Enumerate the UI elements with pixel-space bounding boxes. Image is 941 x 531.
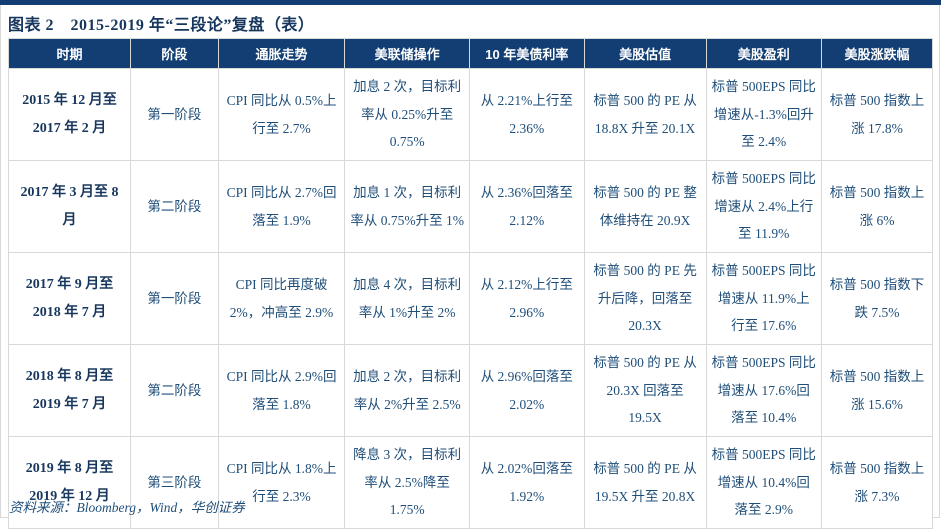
cell-performance: 标普 500 指数上涨 17.8% xyxy=(821,67,933,162)
cell-performance: 标普 500 指数下跌 7.5% xyxy=(821,252,933,346)
cell-valuation: 标普 500 的 PE 从 20.3X 回落至 19.5X xyxy=(583,344,707,438)
cell-earnings: 标普 500EPS 同比增速从 2.4%上行至 11.9% xyxy=(705,160,823,254)
cell-treasury: 从 2.02%回落至 1.92% xyxy=(469,436,585,530)
three-stage-review-table: 时期 阶段 通胀走势 美联储操作 10 年美债利率 美股估值 美股盈利 美股涨跌… xyxy=(8,38,933,530)
cell-earnings: 标普 500EPS 同比增速从 10.4%回落至 2.9% xyxy=(705,436,823,530)
cell-period: 2019 年 8 月至 2019 年 12 月 xyxy=(8,436,131,530)
cell-inflation: CPI 同比从 2.7%回落至 1.9% xyxy=(217,160,346,254)
cell-treasury: 从 2.96%回落至 2.02% xyxy=(469,344,585,438)
cell-inflation: CPI 同比从 1.8%上行至 2.3% xyxy=(217,436,346,530)
cell-inflation: CPI 同比再度破 2%，冲高至 2.9% xyxy=(217,252,346,346)
cell-stage: 第二阶段 xyxy=(129,160,219,254)
cell-fed: 降息 3 次，目标利率从 2.5%降至 1.75% xyxy=(344,436,471,530)
col-header-valuation: 美股估值 xyxy=(583,38,707,69)
cell-treasury: 从 2.36%回落至 2.12% xyxy=(469,160,585,254)
cell-earnings: 标普 500EPS 同比增速从 17.6%回落至 10.4% xyxy=(705,344,823,438)
figure-title: 图表 2 2015-2019 年“三段论”复盘（表） xyxy=(8,17,315,34)
cell-period: 2017 年 3 月至 8 月 xyxy=(8,160,131,254)
cell-valuation: 标普 500 的 PE 先升后降，回落至 20.3X xyxy=(583,252,707,346)
data-source-note: 资料来源：Bloomberg，Wind，华创证券 xyxy=(9,500,245,515)
cell-stage: 第一阶段 xyxy=(129,252,219,346)
cell-fed: 加息 2 次，目标利率从 2%升至 2.5% xyxy=(344,344,471,438)
cell-treasury: 从 2.12%上行至 2.96% xyxy=(469,252,585,346)
cell-period: 2015 年 12 月至 2017 年 2 月 xyxy=(8,67,131,162)
cell-treasury: 从 2.21%上行至 2.36% xyxy=(469,67,585,162)
table-row: 2017 年 9 月至 2018 年 7 月 第一阶段 CPI 同比再度破 2%… xyxy=(8,252,933,346)
col-header-performance: 美股涨跌幅 xyxy=(821,38,933,69)
col-header-period: 时期 xyxy=(8,38,131,69)
cell-valuation: 标普 500 的 PE 从 19.5X 升至 20.8X xyxy=(583,436,707,530)
cell-stage: 第二阶段 xyxy=(129,344,219,438)
col-header-fed: 美联储操作 xyxy=(344,38,471,69)
cell-performance: 标普 500 指数上涨 7.3% xyxy=(821,436,933,530)
table-row: 2017 年 3 月至 8 月 第二阶段 CPI 同比从 2.7%回落至 1.9… xyxy=(8,160,933,254)
header-row: 时期 阶段 通胀走势 美联储操作 10 年美债利率 美股估值 美股盈利 美股涨跌… xyxy=(8,38,933,69)
table-header: 时期 阶段 通胀走势 美联储操作 10 年美债利率 美股估值 美股盈利 美股涨跌… xyxy=(8,38,933,69)
cell-fed: 加息 2 次，目标利率从 0.25%升至 0.75% xyxy=(344,67,471,162)
cell-stage: 第三阶段 xyxy=(129,436,219,530)
cell-inflation: CPI 同比从 2.9%回落至 1.8% xyxy=(217,344,346,438)
col-header-treasury: 10 年美债利率 xyxy=(469,38,585,69)
table-row: 2018 年 8 月至 2019 年 7 月 第二阶段 CPI 同比从 2.9%… xyxy=(8,344,933,438)
col-header-earnings: 美股盈利 xyxy=(705,38,823,69)
cell-stage: 第一阶段 xyxy=(129,67,219,162)
cell-earnings: 标普 500EPS 同比增速从 11.9%上行至 17.6% xyxy=(705,252,823,346)
cell-performance: 标普 500 指数上涨 15.6% xyxy=(821,344,933,438)
table-row: 2015 年 12 月至 2017 年 2 月 第一阶段 CPI 同比从 0.5… xyxy=(8,67,933,162)
cell-fed: 加息 1 次，目标利率从 0.75%升至 1% xyxy=(344,160,471,254)
cell-period: 2018 年 8 月至 2019 年 7 月 xyxy=(8,344,131,438)
cell-valuation: 标普 500 的 PE 整体维持在 20.9X xyxy=(583,160,707,254)
cell-inflation: CPI 同比从 0.5%上行至 2.7% xyxy=(217,67,346,162)
table-row: 2019 年 8 月至 2019 年 12 月 第三阶段 CPI 同比从 1.8… xyxy=(8,436,933,530)
cell-period: 2017 年 9 月至 2018 年 7 月 xyxy=(8,252,131,346)
cell-earnings: 标普 500EPS 同比增速从-1.3%回升至 2.4% xyxy=(705,67,823,162)
cell-valuation: 标普 500 的 PE 从 18.8X 升至 20.1X xyxy=(583,67,707,162)
table-body: 2015 年 12 月至 2017 年 2 月 第一阶段 CPI 同比从 0.5… xyxy=(8,67,933,530)
cell-fed: 加息 4 次，目标利率从 1%升至 2% xyxy=(344,252,471,346)
col-header-inflation: 通胀走势 xyxy=(217,38,346,69)
accent-top-bar xyxy=(0,0,941,5)
col-header-stage: 阶段 xyxy=(129,38,219,69)
cell-performance: 标普 500 指数上涨 6% xyxy=(821,160,933,254)
